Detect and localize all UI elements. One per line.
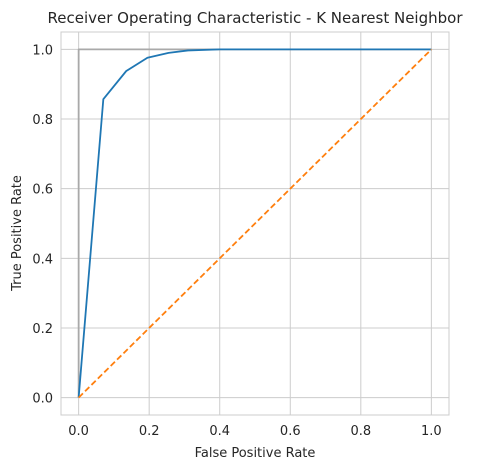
y-tick-label: 1.0: [32, 43, 53, 58]
y-tick-labels: 0.0 0.2 0.4 0.6 0.8 1.0: [32, 43, 53, 406]
roc-curve-line: [77, 48, 432, 398]
x-tick-label: 0.6: [280, 424, 301, 439]
y-tick-label: 0.8: [32, 113, 53, 128]
x-tick-label: 1.0: [421, 424, 442, 439]
x-tick-label: 0.4: [209, 424, 230, 439]
y-tick-label: 0.2: [32, 322, 53, 337]
x-tick-label: 0.0: [68, 424, 89, 439]
series-layer: [77, 48, 432, 399]
grid: [61, 32, 449, 415]
x-axis-title: False Positive Rate: [195, 446, 316, 461]
x-tick-labels: 0.0 0.2 0.4 0.6 0.8 1.0: [68, 424, 441, 439]
x-tick-label: 0.2: [139, 424, 160, 439]
x-tick-label: 0.8: [350, 424, 371, 439]
y-axis-title: True Positive Rate: [10, 175, 25, 292]
chance-diagonal-line: [78, 48, 432, 399]
y-tick-label: 0.6: [32, 183, 53, 198]
plot-frame: [60, 31, 450, 416]
chart-title: Receiver Operating Characteristic - K Ne…: [48, 9, 464, 27]
y-tick-label: 0.4: [32, 252, 53, 267]
y-tick-label: 0.0: [32, 392, 53, 407]
